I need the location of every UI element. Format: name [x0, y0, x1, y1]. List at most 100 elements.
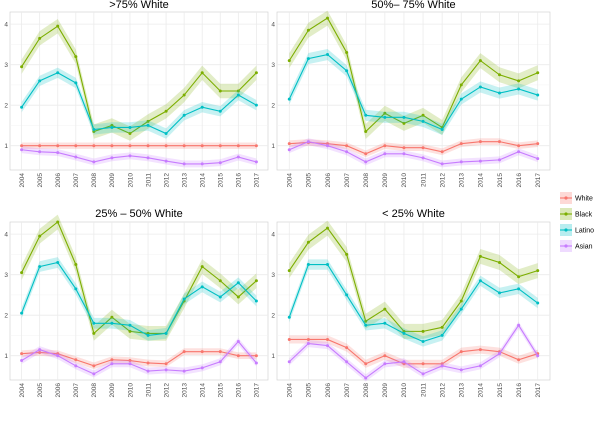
data-point [306, 337, 310, 341]
data-point [287, 337, 291, 341]
data-point [440, 364, 444, 368]
data-point [254, 361, 258, 365]
x-tick-label: 2011 [145, 383, 152, 397]
data-point [146, 123, 150, 127]
data-point [306, 28, 310, 32]
data-point [364, 319, 368, 323]
x-tick-label: 2004 [19, 383, 26, 398]
data-point [364, 376, 368, 380]
data-point [218, 89, 222, 93]
data-point [164, 159, 168, 163]
data-point [236, 93, 240, 97]
data-point [517, 323, 521, 327]
data-point [517, 358, 521, 362]
series-band [289, 259, 538, 347]
data-point [74, 144, 78, 148]
data-point [497, 73, 501, 77]
data-point [182, 350, 186, 354]
series-asian [287, 138, 540, 168]
data-point [402, 152, 406, 156]
x-tick-label: 2013 [459, 383, 466, 398]
x-tick-label: 2007 [73, 173, 80, 188]
y-tick-label: 4 [4, 21, 8, 28]
data-point [364, 323, 368, 327]
data-point [20, 311, 24, 315]
data-point [38, 79, 42, 83]
data-point [110, 321, 114, 325]
data-point [345, 293, 349, 297]
chart-panel: 1 2 3 4 2004 2005 2006 2007 2008 2009 2010 2011 2012… [4, 0, 269, 188]
x-tick-label: 2016 [236, 383, 243, 398]
x-tick-label: 2006 [325, 173, 332, 188]
x-tick-label: 2005 [37, 383, 44, 398]
data-point [38, 150, 42, 154]
data-point [146, 369, 150, 373]
series-line [288, 324, 539, 379]
legend-key-point [564, 244, 568, 248]
data-point [254, 144, 258, 148]
data-point [402, 115, 406, 119]
x-tick-label: 2013 [181, 383, 188, 398]
y-tick-label: 2 [271, 312, 275, 319]
x-tick-label: 2004 [287, 383, 294, 398]
data-point [421, 340, 425, 344]
data-point [383, 362, 387, 366]
data-point [497, 352, 501, 356]
data-point [536, 354, 540, 358]
data-point [306, 342, 310, 346]
data-point [92, 321, 96, 325]
data-point [164, 362, 168, 366]
x-tick-label: 2012 [439, 173, 446, 188]
data-point [146, 119, 150, 123]
data-point [128, 323, 132, 327]
data-point [110, 156, 114, 160]
data-point [459, 160, 463, 164]
data-point [421, 119, 425, 123]
data-point [182, 144, 186, 148]
data-point [38, 348, 42, 352]
data-point [92, 331, 96, 335]
data-point [440, 150, 444, 154]
x-tick-label: 2007 [344, 383, 351, 398]
y-tick-label: 2 [4, 102, 8, 109]
data-point [459, 368, 463, 372]
x-tick-label: 2010 [401, 383, 408, 398]
series-line [289, 338, 538, 365]
series-band [289, 138, 538, 168]
y-tick-label: 1 [271, 353, 275, 360]
data-point [478, 254, 482, 258]
data-point [254, 299, 258, 303]
series-line [21, 221, 257, 335]
data-point [345, 346, 349, 350]
data-point [326, 226, 330, 230]
chart-panel: 1 2 3 4 2004 2005 2006 2007 2008 2009 2010 2011 2012… [271, 208, 551, 398]
y-tick-label: 2 [4, 312, 8, 319]
data-point [56, 144, 60, 148]
data-point [287, 59, 291, 63]
series-line [21, 72, 257, 135]
data-point [56, 220, 60, 224]
data-point [440, 333, 444, 337]
data-point [287, 148, 291, 152]
data-point [287, 360, 291, 364]
x-tick-label: 2014 [478, 383, 485, 398]
x-tick-label: 2006 [55, 383, 62, 398]
data-point [146, 333, 150, 337]
data-point [326, 337, 330, 341]
y-tick-label: 3 [271, 272, 275, 279]
data-point [38, 265, 42, 269]
data-point [478, 59, 482, 63]
y-tick-label: 1 [4, 353, 8, 360]
data-point [306, 140, 310, 144]
data-point [218, 360, 222, 364]
data-point [20, 65, 24, 69]
data-point [74, 358, 78, 362]
data-point [459, 97, 463, 101]
data-point [20, 144, 24, 148]
data-point [218, 295, 222, 299]
data-point [497, 261, 501, 265]
legend-item-white: White [560, 192, 593, 204]
data-point [74, 364, 78, 368]
data-point [146, 144, 150, 148]
data-point [326, 53, 330, 57]
